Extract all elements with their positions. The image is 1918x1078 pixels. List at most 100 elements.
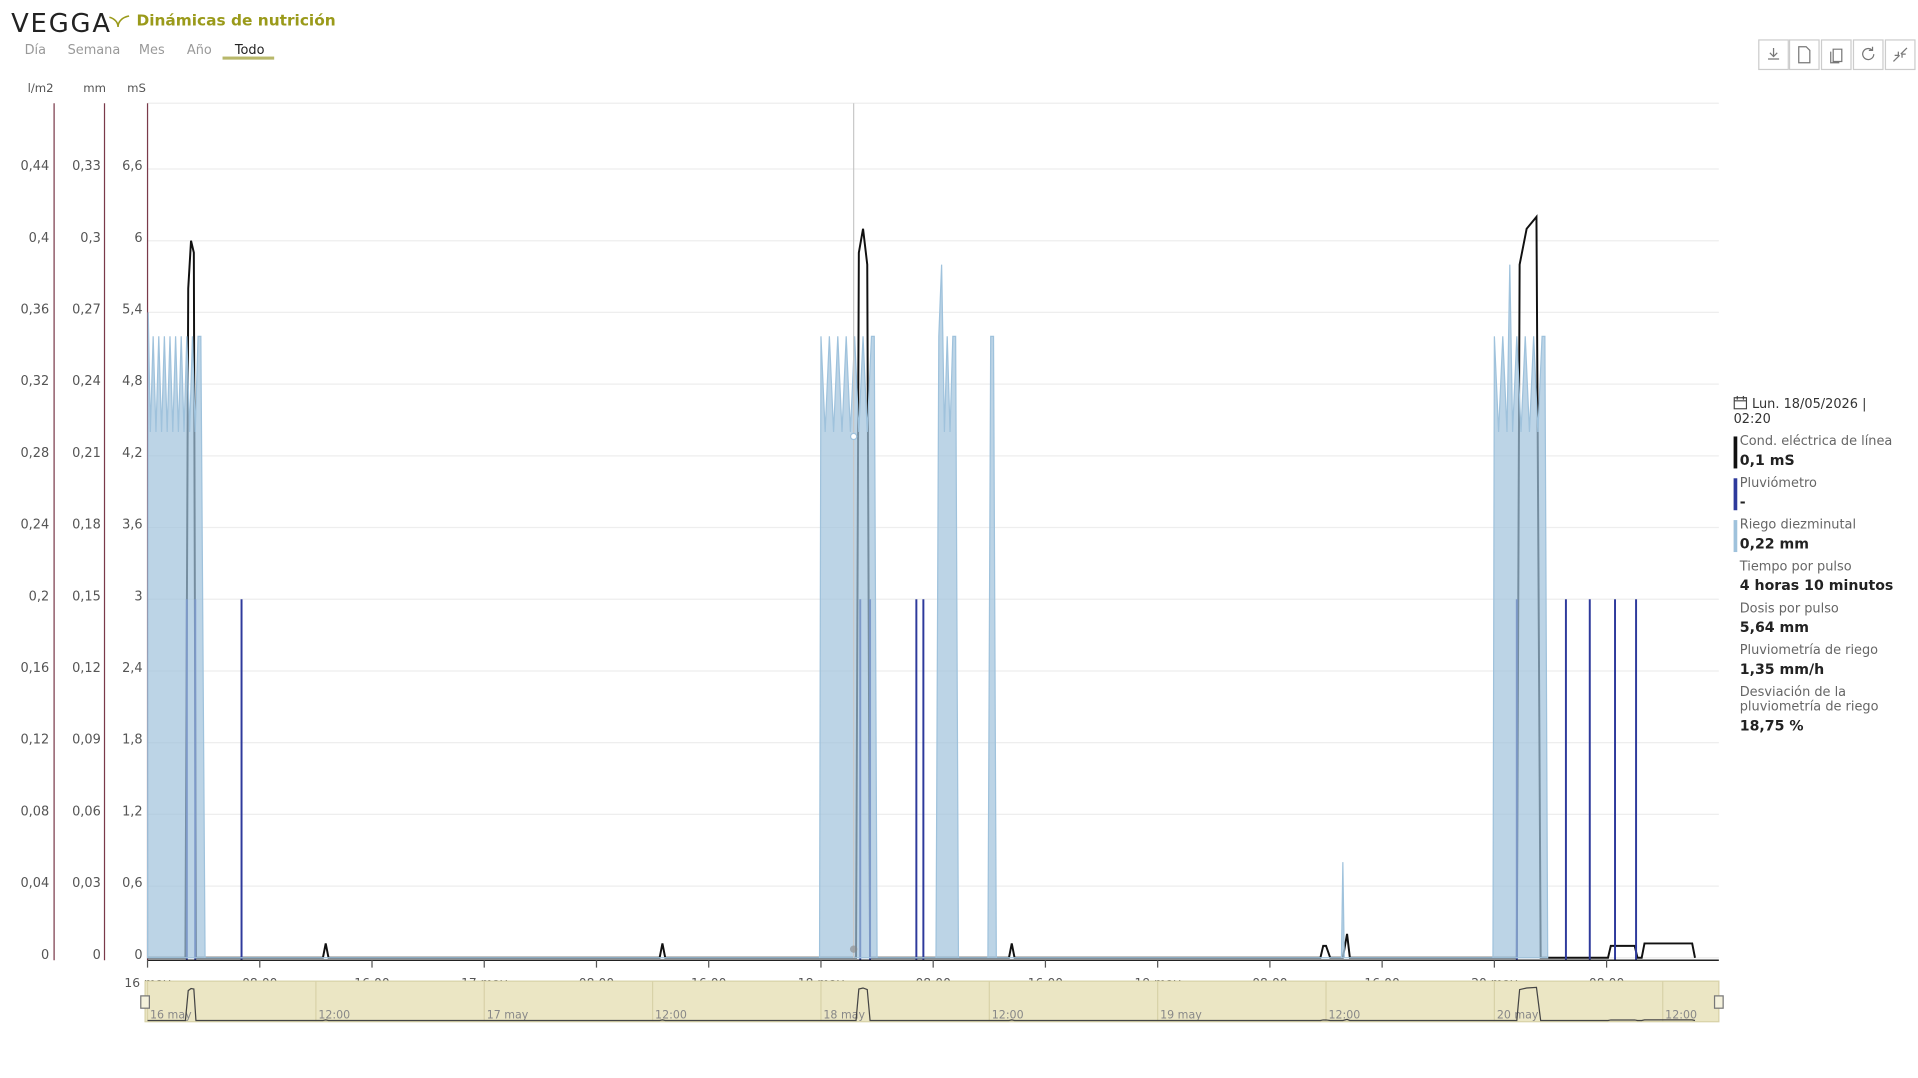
- y-tick-label: 0: [134, 948, 142, 963]
- y-tick-label: 0,32: [20, 374, 49, 389]
- series-color-bar: [1733, 478, 1738, 511]
- tooltip-item: Tiempo por pulso 4 horas 10 minutos: [1734, 559, 1906, 593]
- tooltip-label: Desviación de la pluviometría de riego: [1739, 684, 1879, 715]
- navigator-tick-label: 12:00: [992, 1009, 1024, 1022]
- icon: [1892, 47, 1908, 62]
- download-button[interactable]: [1758, 39, 1789, 71]
- tooltip-value: 0,1 mS: [1739, 451, 1795, 469]
- y-tick-label: 0,12: [20, 733, 49, 748]
- navigator-handle[interactable]: [140, 995, 150, 1009]
- tooltip-value: 5,64 mm: [1739, 618, 1810, 636]
- navigator-tick-label: 12:00: [1328, 1009, 1360, 1022]
- y-tick-label: 0,6: [122, 876, 143, 891]
- icon: [1830, 48, 1843, 64]
- navigator-tick-label: 12:00: [1665, 1009, 1697, 1022]
- tooltip-label: Dosis por pulso: [1739, 601, 1839, 616]
- y-tick-label: 0,24: [20, 518, 49, 533]
- tooltip-date-row: Lun. 18/05/2026 | 02:20: [1733, 395, 1906, 427]
- y-tick-label: 0,09: [72, 733, 101, 748]
- y-tick-label: 0,06: [72, 804, 101, 819]
- tooltip-item: Pluviometría de riego 1,35 mm/h: [1734, 643, 1906, 677]
- navigator-handle[interactable]: [1713, 995, 1724, 1009]
- collapse-button[interactable]: [1884, 39, 1916, 71]
- export-xls-button[interactable]: [1788, 39, 1820, 71]
- tooltip-items: Cond. eléctrica de línea 0,1 mS Pluviómetr…: [1733, 434, 1906, 734]
- hover-point: [849, 432, 858, 441]
- tooltip-date: Lun. 18/05/2026 | 02:20: [1733, 397, 1867, 427]
- y-tick-label: 6: [134, 231, 142, 246]
- y-tick-label: 6,6: [122, 159, 143, 174]
- y-tick-label: 0,4: [29, 231, 50, 246]
- tooltip-item: Riego diezminutal 0,22 mm: [1733, 517, 1906, 553]
- navigator-tick-label: 16 may: [150, 1009, 192, 1022]
- y-tick-label: 3,6: [122, 518, 143, 533]
- y-tick-label: 0: [41, 948, 49, 963]
- tab[interactable]: Mes: [139, 43, 165, 58]
- tooltip-label: Tiempo por pulso: [1739, 559, 1852, 575]
- icon: [1768, 47, 1780, 60]
- y-tick-label: 0,18: [72, 518, 101, 533]
- navigator-tick-label: 12:00: [318, 1009, 350, 1022]
- icon: [1862, 46, 1875, 61]
- refresh-button[interactable]: [1852, 39, 1884, 71]
- y-tick-label: 0,21: [72, 446, 101, 461]
- y-tick-label: 1,2: [122, 804, 143, 819]
- tooltip-value: 0,22 mm: [1739, 534, 1810, 553]
- tab[interactable]: Año: [187, 43, 212, 58]
- tooltip-value: -: [1739, 493, 1746, 511]
- leaf-icon: [109, 15, 130, 28]
- tabs: Día Semana Mes Año Todo: [25, 43, 275, 60]
- calendar-icon: [1733, 395, 1748, 410]
- tooltip-value: 4 horas 10 minutos: [1739, 576, 1894, 594]
- tooltip-label: Riego diezminutal: [1739, 517, 1857, 533]
- tab[interactable]: Día: [25, 43, 46, 58]
- page-title: Dinámicas de nutrición: [136, 11, 335, 29]
- y-tick-label: 1,8: [122, 733, 143, 748]
- y-tick-label: 0,12: [72, 661, 101, 676]
- y-axis-title: mS: [127, 81, 146, 95]
- y-tick-label: 0,27: [72, 302, 101, 317]
- tooltip-label: Cond. eléctrica de línea: [1739, 434, 1893, 449]
- y-tick-label: 0,16: [20, 661, 49, 676]
- navigator-tick-label: 19 may: [1160, 1009, 1202, 1022]
- tab[interactable]: Semana: [68, 43, 121, 58]
- series-color-bar: [1733, 436, 1738, 469]
- y-tick-label: 5,4: [122, 302, 143, 317]
- y-tick-label: 0,3: [80, 231, 101, 246]
- copy-button[interactable]: [1820, 39, 1852, 71]
- tooltip-value: 18,75 %: [1739, 716, 1804, 735]
- tooltip-item: Cond. eléctrica de línea 0,1 mS: [1733, 434, 1906, 469]
- y-tick-label: 0,2: [29, 589, 50, 604]
- tooltip-label: Pluviometría de riego: [1739, 643, 1879, 658]
- hover-point: [849, 945, 858, 953]
- y-tick-label: 0,24: [72, 374, 101, 389]
- y-tick-label: 0,28: [20, 446, 49, 461]
- navigator-line: [147, 986, 1696, 1022]
- tooltip-item: Pluviómetro -: [1733, 476, 1906, 511]
- area-series: [146, 264, 1549, 959]
- y-tick-label: 0,08: [20, 804, 49, 819]
- y-tick-label: 0,03: [72, 876, 101, 891]
- line-series: [147, 214, 1696, 959]
- navigator-tick-label: 17 may: [487, 1009, 529, 1022]
- y-tick-label: 0,04: [20, 876, 49, 891]
- y-tick-label: 0,33: [72, 159, 101, 174]
- tooltip-item: Dosis por pulso 5,64 mm: [1734, 601, 1906, 635]
- y-tick-label: 0,44: [20, 159, 49, 174]
- y-tick-label: 0,15: [72, 589, 101, 604]
- y-tick-label: 4,8: [122, 374, 143, 389]
- logo: VEGGA: [11, 9, 112, 39]
- y-axis-title: mm: [83, 81, 106, 95]
- tooltip: Lun. 18/05/2026 | 02:20 Cond. eléctrica …: [1733, 395, 1906, 741]
- y-tick-label: 3: [134, 589, 142, 604]
- tab[interactable]: Todo: [234, 43, 265, 58]
- navigator-tick-label: 18 may: [823, 1009, 865, 1022]
- y-axis-title: l/m2: [28, 81, 54, 95]
- y-tick-label: 2,4: [122, 661, 143, 676]
- navigator: [144, 980, 1720, 1023]
- tooltip-item: Desviación de la pluviometría de riego 18…: [1734, 685, 1906, 734]
- y-tick-label: 4,2: [122, 446, 143, 461]
